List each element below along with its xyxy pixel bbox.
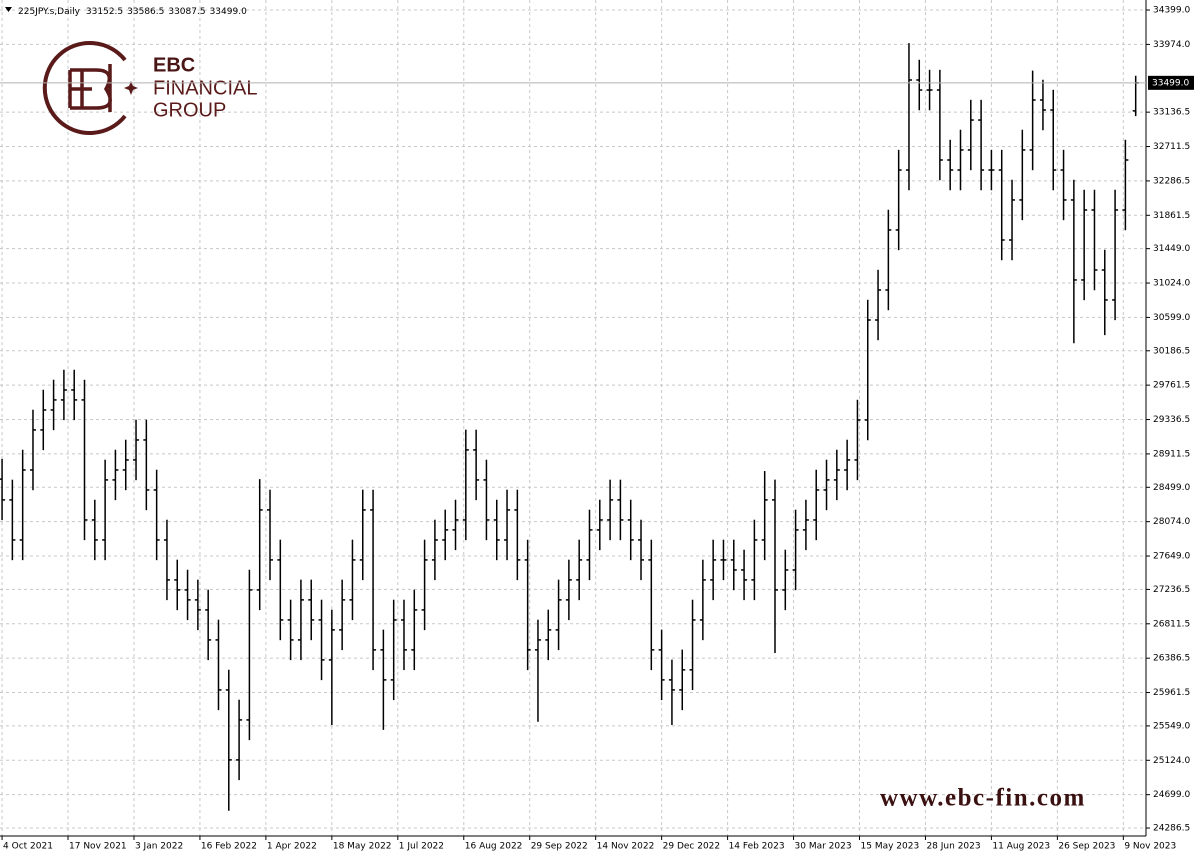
header: 225JPY.s,Daily 33152.5 33586.5 33087.5 33499… [5,7,247,17]
y-tick-label: 28911.5 [1153,449,1190,459]
x-tick-label: 14 Feb 2023 [729,842,785,852]
x-tick-label: 26 Sep 2023 [1058,842,1115,852]
last-high: 33586.5 [127,7,164,17]
y-tick-label: 31449.0 [1153,244,1190,254]
last-close: 33499.0 [210,7,247,17]
bars [0,43,1139,811]
y-tick-label: 33974.0 [1153,40,1190,50]
y-tick-label: 32711.5 [1153,142,1190,152]
y-tick-label: 32286.5 [1153,176,1190,186]
x-tick-label: 30 Mar 2023 [795,842,852,852]
y-tick-label: 29761.5 [1153,381,1190,391]
y-tick-label: 25961.5 [1153,688,1190,698]
x-tick-label: 29 Sep 2022 [531,842,588,852]
last-low: 33087.5 [168,7,205,17]
y-tick-label: 26811.5 [1153,619,1190,629]
x-tick-label: 28 Jun 2023 [926,842,980,852]
symbol: 225JPY.s,Daily [18,7,81,17]
header-icon [5,7,12,12]
logo-monogram [68,64,112,112]
y-tick-label: 31024.0 [1153,279,1190,289]
y-tick-label: 28074.0 [1153,517,1190,527]
x-tick-label: 11 Aug 2023 [992,842,1050,852]
x-tick-label: 15 May 2023 [861,842,920,852]
y-tick-label: 25124.0 [1153,756,1190,766]
x-tick-label: 14 Nov 2022 [597,842,655,852]
x-tick-label: 16 Aug 2022 [465,842,523,852]
logo-star [124,81,138,95]
y-tick-label: 27236.5 [1153,585,1190,595]
x-tick-label: 29 Dec 2022 [663,842,721,852]
x-tick-label: 17 Nov 2021 [69,842,127,852]
logo-name: EBC [153,54,195,76]
y-tick-label: 24286.5 [1153,824,1190,834]
current-price-label: 33499.0 [1152,78,1189,88]
logo-line: FINANCIAL [153,77,257,99]
grid [0,0,1146,836]
x-tick-label: 1 Jul 2022 [399,842,444,852]
y-tick-label: 34399.0 [1153,6,1190,16]
current-price-box [1148,75,1194,90]
y-tick-label: 26386.5 [1153,654,1190,664]
y-tick-label: 27649.0 [1153,552,1190,562]
x-tick-label: 18 May 2022 [333,842,392,852]
logo-line: GROUP [153,99,226,121]
logo-ring [42,41,127,135]
x-tick-label: 4 Oct 2021 [3,842,53,852]
last-open: 33152.5 [86,7,123,17]
x-tick-label: 9 Nov 2023 [1124,842,1176,852]
y-tick-label: 25549.0 [1153,721,1190,731]
x-tick-label: 3 Jan 2022 [135,842,183,852]
watermark: www.ebc-fin.com [880,785,1086,812]
y-tick-label: 28499.0 [1153,483,1190,493]
y-tick-label: 24699.0 [1153,790,1190,800]
y-tick-label: 29336.5 [1153,415,1190,425]
y-tick-label: 30599.0 [1153,313,1190,323]
y-tick-label: 31861.5 [1153,211,1190,221]
y-tick-label: 33136.5 [1153,108,1190,118]
y-tick-label: 30186.5 [1153,346,1190,356]
x-tick-label: 1 Apr 2022 [267,842,317,852]
header-text: 225JPY.s,Daily 33152.5 33586.5 33087.5 33499… [18,7,247,17]
x-tick-label: 16 Feb 2022 [201,842,257,852]
